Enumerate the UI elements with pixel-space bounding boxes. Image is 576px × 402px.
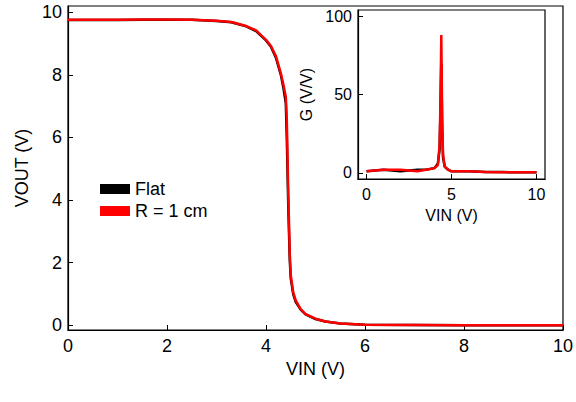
svg-text:10: 10 bbox=[42, 2, 62, 22]
svg-text:G (V/V): G (V/V) bbox=[298, 68, 315, 121]
svg-text:VIN (V): VIN (V) bbox=[425, 207, 477, 224]
svg-text:VIN (V): VIN (V) bbox=[286, 359, 345, 379]
svg-text:6: 6 bbox=[360, 336, 370, 356]
svg-text:0: 0 bbox=[52, 315, 62, 335]
svg-text:0: 0 bbox=[362, 186, 371, 203]
svg-text:R = 1 cm: R = 1 cm bbox=[135, 201, 208, 221]
svg-text:10: 10 bbox=[553, 336, 573, 356]
svg-text:0: 0 bbox=[343, 164, 352, 181]
svg-text:6: 6 bbox=[52, 127, 62, 147]
svg-text:10: 10 bbox=[528, 186, 546, 203]
svg-text:VOUT (V): VOUT (V) bbox=[12, 129, 32, 208]
svg-text:0: 0 bbox=[63, 336, 73, 356]
svg-text:5: 5 bbox=[447, 186, 456, 203]
svg-text:50: 50 bbox=[334, 86, 352, 103]
svg-text:8: 8 bbox=[52, 65, 62, 85]
svg-text:8: 8 bbox=[459, 336, 469, 356]
svg-text:4: 4 bbox=[52, 190, 62, 210]
svg-text:2: 2 bbox=[162, 336, 172, 356]
svg-text:4: 4 bbox=[261, 336, 271, 356]
svg-text:Flat: Flat bbox=[135, 179, 165, 199]
svg-text:2: 2 bbox=[52, 253, 62, 273]
svg-text:100: 100 bbox=[325, 8, 352, 25]
